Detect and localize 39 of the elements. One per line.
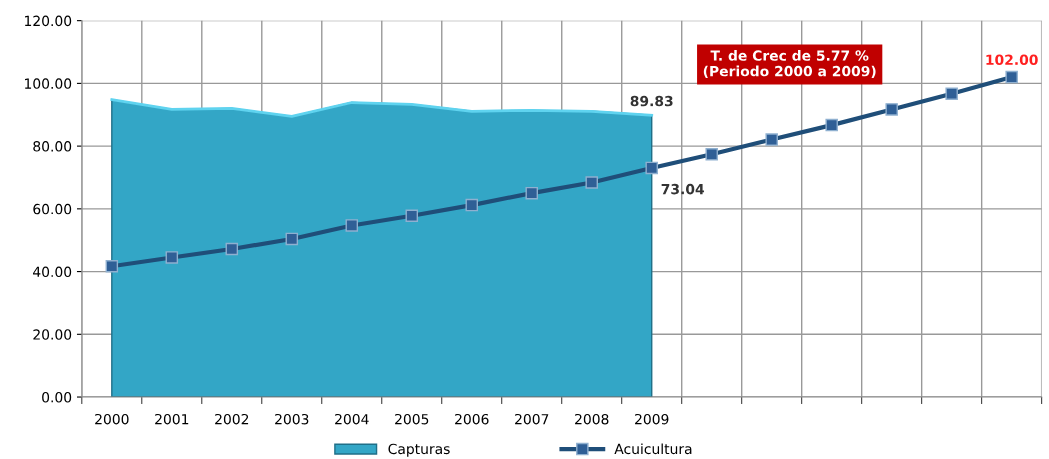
- x-tick-label: 2008: [575, 413, 609, 425]
- point: [945, 87, 958, 100]
- data-label: 73.04: [661, 183, 705, 195]
- point: [1005, 70, 1018, 84]
- y-tick-label: 120.00: [25, 15, 72, 27]
- point: [165, 251, 179, 264]
- y-tick-label: 0.00: [42, 392, 72, 403]
- x-tick-label: 2007: [515, 413, 549, 425]
- x-tick-label: 2006: [455, 413, 489, 425]
- y-tick-label: 80.00: [33, 141, 72, 152]
- data-label: 102.00: [986, 54, 1038, 66]
- point: [285, 232, 299, 246]
- x-tick-label: 2002: [215, 413, 249, 425]
- point: [885, 103, 898, 116]
- point: [825, 118, 838, 132]
- x-tick-label: 2001: [155, 413, 189, 425]
- y-tick-label: 20.00: [33, 329, 72, 340]
- point: [465, 198, 479, 212]
- point: [645, 161, 658, 175]
- legend-label: Capturas: [388, 443, 450, 457]
- x-tick-label: 2009: [635, 413, 669, 425]
- legend-label: Acuicultura: [614, 443, 692, 455]
- point: [225, 242, 239, 256]
- data-label: 89.83: [630, 95, 673, 107]
- point: [765, 133, 778, 146]
- y-tick-label: 100.00: [25, 78, 72, 89]
- point: [405, 209, 419, 222]
- point: [345, 219, 359, 232]
- x-tick-label: 2000: [95, 413, 129, 425]
- point: [105, 259, 119, 273]
- x-tick-label: 2005: [395, 413, 429, 425]
- point: [525, 186, 538, 200]
- point: [705, 148, 718, 161]
- point: [585, 176, 598, 189]
- annotation: T. de Crec de 5.77 % (Periodo 2000 a 2009): [703, 50, 876, 79]
- x-tick-label: 2004: [335, 413, 369, 425]
- x-tick-label: 2003: [275, 413, 309, 425]
- y-tick-label: 40.00: [33, 266, 72, 278]
- y-tick-label: 60.00: [33, 203, 72, 215]
